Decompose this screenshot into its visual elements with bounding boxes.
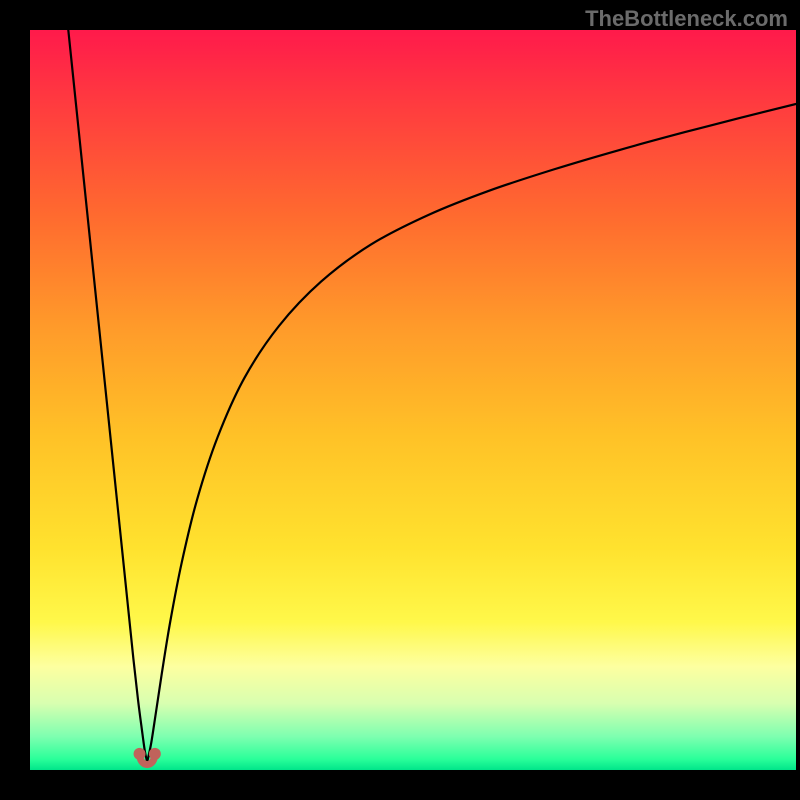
curve-right-branch [147,104,796,762]
plot-area [30,30,796,770]
curve-layer [30,30,796,770]
watermark-text: TheBottleneck.com [585,6,788,32]
curve-left-branch [68,30,147,762]
minimum-marker [134,748,161,765]
